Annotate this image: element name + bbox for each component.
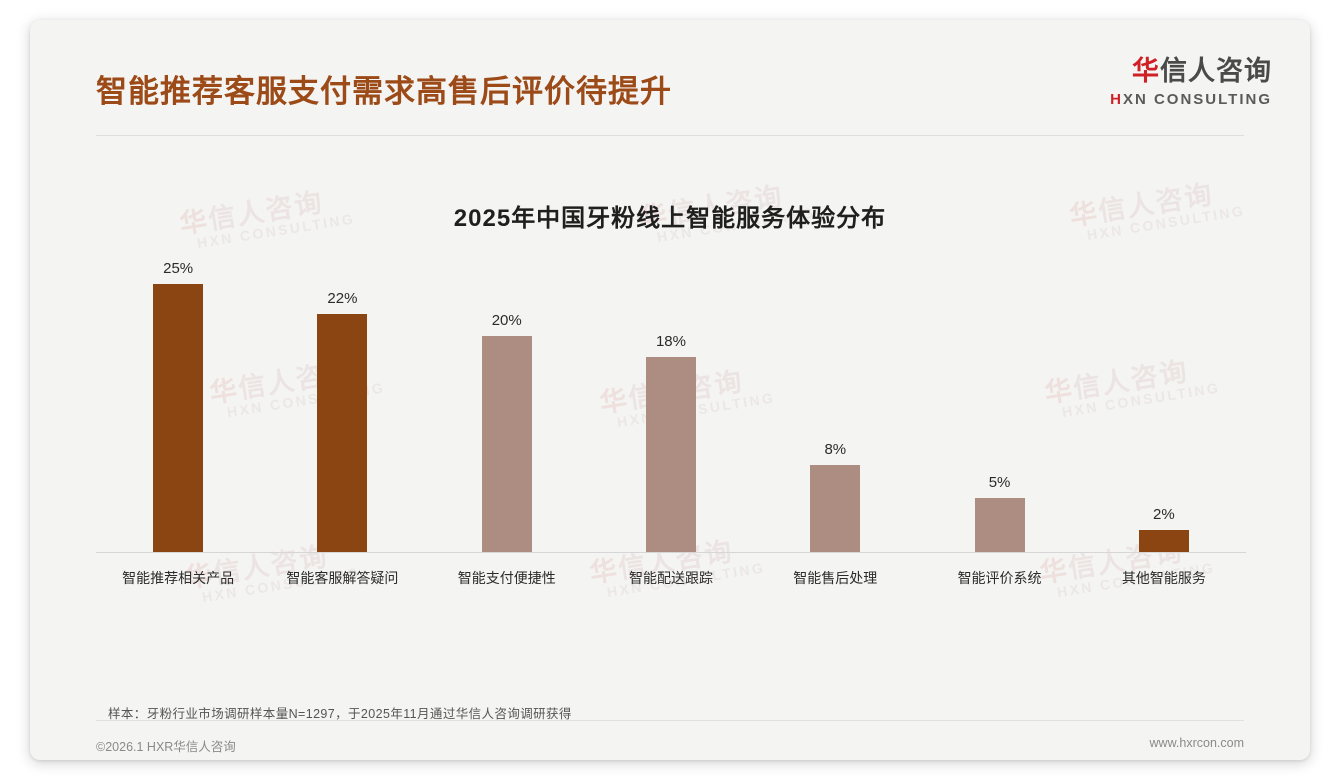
website-link[interactable]: www.hxrcon.com	[1149, 736, 1244, 750]
bar-column[interactable]: 8%	[810, 260, 861, 552]
footer: ©2026.1 HXR华信人咨询 www.hxrcon.com	[30, 732, 1310, 760]
bar-value-label: 5%	[988, 474, 1011, 491]
bar-value-label: 25%	[163, 260, 194, 277]
bar-column[interactable]: 22%	[317, 260, 368, 552]
bar-value-label: 8%	[824, 441, 847, 458]
slide-card: 华信人咨询 HXN CONSULTING 华信人咨询 HXN CONSULTIN…	[30, 20, 1310, 760]
bar-chart-plot: 25% 22% 20% 18% 8% 5% 2%	[96, 260, 1246, 552]
bar-group: 2%	[1082, 260, 1246, 552]
x-axis-line	[96, 552, 1246, 553]
footnote: 样本：牙粉行业市场调研样本量N=1297，于2025年11月通过华信人咨询调研获…	[108, 707, 572, 721]
bar-rect[interactable]	[481, 336, 532, 552]
bar-rect[interactable]	[810, 465, 861, 552]
bar-value-label: 2%	[1153, 506, 1175, 523]
logo-cn-text: 华信人咨询	[1110, 58, 1272, 85]
header: 智能推荐客服支付需求高售后评价待提升 华信人咨询 HXN CONSULTING	[30, 20, 1310, 115]
logo-en-rest: XN CONSULTING	[1122, 91, 1272, 108]
logo-cn-rest: 信人咨询	[1160, 56, 1272, 86]
bar-group: 5%	[917, 260, 1081, 552]
chart-title: 2025年中国牙粉线上智能服务体验分布	[453, 205, 887, 232]
bar-value-label: 22%	[327, 290, 358, 307]
x-axis-category-label: 智能售后处理	[793, 570, 878, 586]
bar-rect[interactable]	[645, 357, 696, 552]
bar-value-label: 18%	[655, 333, 686, 350]
x-axis-category-label: 其他智能服务	[1121, 570, 1206, 586]
bar-value-label: 20%	[491, 312, 522, 329]
logo: 华信人咨询 HXN CONSULTING	[1110, 58, 1272, 108]
bar-group: 25%	[96, 260, 260, 552]
bar-column[interactable]: 5%	[974, 260, 1025, 552]
header-divider	[96, 135, 1244, 136]
bar-group: 8%	[753, 260, 917, 552]
bar-column[interactable]: 2%	[1138, 260, 1189, 552]
bar-column[interactable]: 18%	[645, 260, 696, 552]
bar-rect[interactable]	[974, 498, 1025, 552]
x-axis-category-label: 智能客服解答疑问	[286, 570, 399, 586]
logo-en-highlight: H	[1110, 91, 1123, 108]
logo-en-text: HXN CONSULTING	[1110, 92, 1272, 107]
bar-rect[interactable]	[1138, 530, 1189, 552]
bar-group: 18%	[589, 260, 753, 552]
logo-cn-highlight: 华	[1132, 56, 1160, 86]
bar-rect[interactable]	[153, 284, 204, 552]
footer-divider	[96, 720, 1244, 721]
bar-group: 20%	[425, 260, 589, 552]
bar-group: 22%	[260, 260, 424, 552]
page-title: 智能推荐客服支付需求高售后评价待提升	[96, 74, 672, 109]
bar-column[interactable]: 25%	[153, 260, 204, 552]
bar-column[interactable]: 20%	[481, 260, 532, 552]
x-axis-category-label: 智能配送跟踪	[628, 570, 713, 586]
bar-rect[interactable]	[317, 314, 368, 552]
x-axis-category-label: 智能推荐相关产品	[122, 570, 235, 586]
copyright-text: ©2026.1 HXR华信人咨询	[96, 740, 236, 754]
x-axis-category-label: 智能支付便捷性	[457, 570, 556, 586]
x-axis-category-label: 智能评价系统	[957, 570, 1042, 586]
